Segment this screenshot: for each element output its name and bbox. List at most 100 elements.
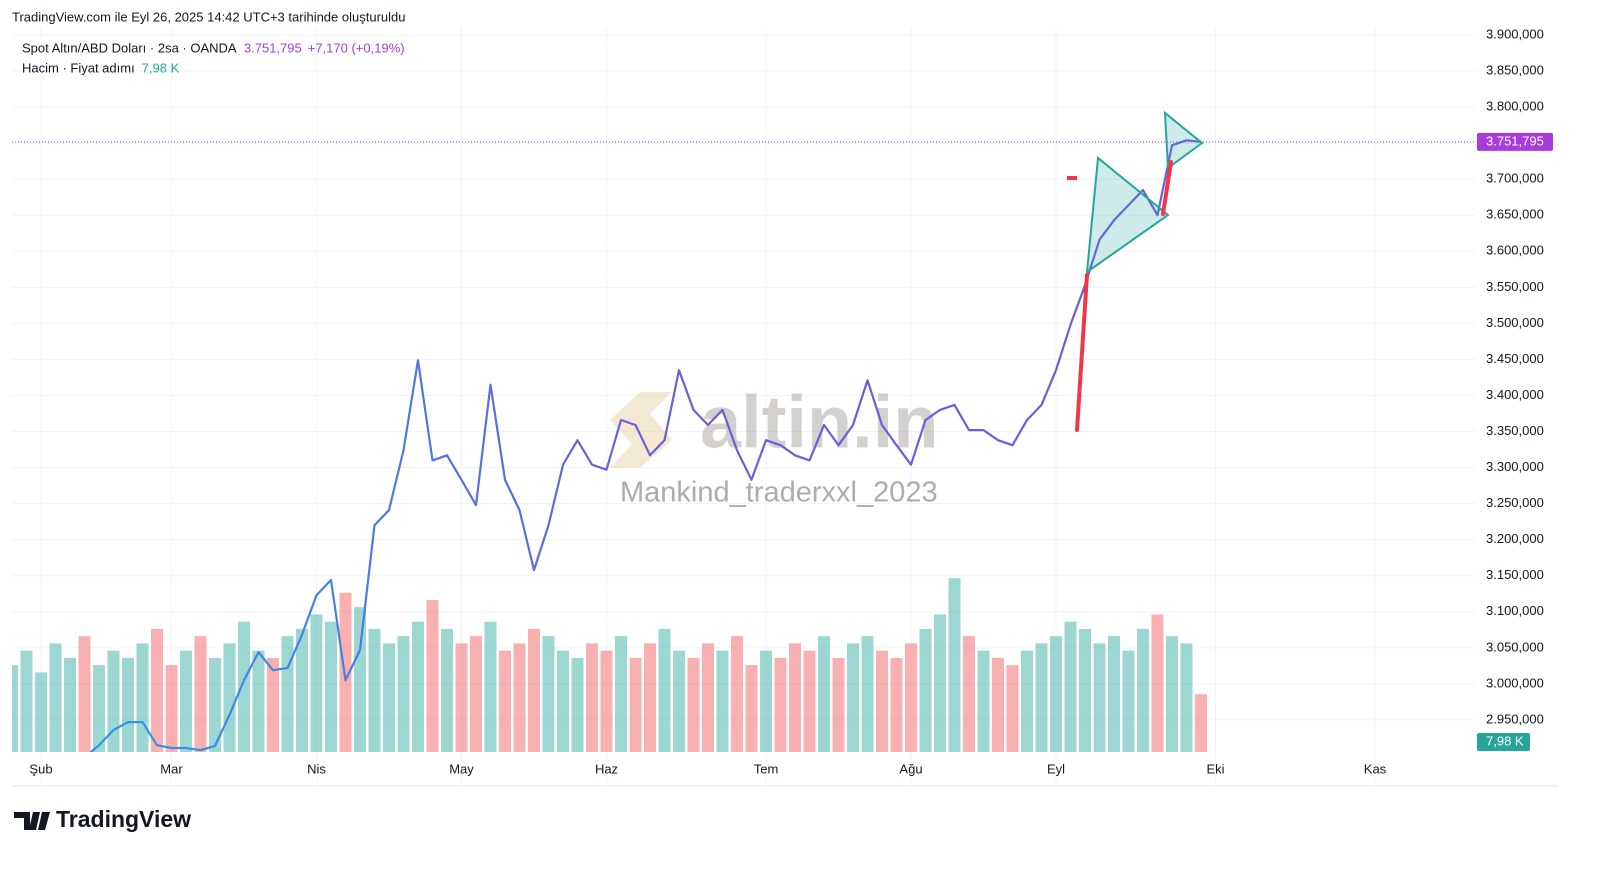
- volume-bar: [847, 643, 859, 752]
- volume-bar: [905, 643, 917, 752]
- volume-bar: [180, 650, 192, 752]
- volume-bar: [122, 657, 134, 752]
- volume-bar: [600, 650, 613, 752]
- volume-bar: [238, 621, 250, 752]
- volume-bar: [499, 650, 511, 752]
- volume-bar: [702, 643, 714, 752]
- y-tick-label: 3.100,000: [1486, 603, 1544, 618]
- volume-bar: [426, 599, 439, 752]
- volume-tag: [1477, 733, 1530, 751]
- volume-bar: [35, 672, 47, 752]
- trend-line: [1161, 160, 1173, 216]
- volume-bar: [223, 643, 236, 752]
- legend-change: +7,170 (+0,19%): [308, 40, 405, 55]
- volume-bar: [397, 636, 410, 752]
- y-tick-label: 3.250,000: [1486, 495, 1544, 510]
- brand-logo: [14, 812, 50, 830]
- volume-bar: [934, 614, 946, 752]
- y-tick-label: 3.850,000: [1486, 62, 1544, 77]
- volume-bar: [194, 636, 207, 752]
- axes: 2.950,000 3.000,000 3.050,000 3.100,000 3.15…: [29, 26, 1553, 776]
- y-tick-label: 3.000,000: [1486, 675, 1544, 690]
- volume-bar: [310, 614, 323, 752]
- volume-bar: [20, 650, 33, 752]
- y-tick-label: 3.700,000: [1486, 171, 1544, 186]
- volume-bar: [1137, 628, 1149, 752]
- volume-bar: [1108, 636, 1120, 752]
- volume-bar: [93, 665, 105, 752]
- volume-bar: [383, 643, 395, 752]
- volume-bar: [64, 657, 76, 752]
- volume-bar: [1180, 643, 1193, 752]
- x-tick-label: Eyl: [1047, 761, 1065, 776]
- volume-bar: [948, 578, 961, 752]
- volume-bar: [745, 665, 758, 752]
- volume-bar: [354, 607, 366, 752]
- x-tick-label: Şub: [29, 761, 52, 776]
- volume-bar: [78, 636, 91, 752]
- volume-bar: [107, 650, 120, 752]
- price: [12, 139, 1475, 752]
- volume-bar: [890, 657, 903, 752]
- volume-bar: [1021, 650, 1033, 752]
- volume-bar: [368, 628, 381, 752]
- volume-bar: [455, 643, 468, 752]
- volume-bar: [136, 643, 149, 752]
- volume-bar: [1006, 665, 1019, 752]
- price-line: [89, 139, 1202, 752]
- volume-bar: [296, 628, 308, 752]
- volume-bar: [12, 665, 18, 752]
- x-tick-label: Haz: [595, 761, 618, 776]
- volume-bar: [963, 636, 975, 752]
- volume-bar: [267, 657, 279, 752]
- grid: [12, 28, 1475, 785]
- volume-bar: [629, 657, 642, 752]
- volume-bar: [1093, 643, 1106, 752]
- volume-bar: [325, 621, 337, 752]
- legend-price: 3.751,795: [244, 40, 302, 55]
- volume-bar: [673, 650, 685, 752]
- y-tick-label: 3.600,000: [1486, 243, 1544, 258]
- y-tick-label: 3.300,000: [1486, 459, 1544, 474]
- price-tag-label: 3.751,795: [1486, 133, 1544, 148]
- y-tick-label: 3.400,000: [1486, 387, 1544, 402]
- brand: TradingView: [14, 806, 191, 832]
- volume-bar: [441, 628, 453, 752]
- x-tick-label: Ağu: [899, 761, 922, 776]
- volume-bar: [571, 657, 584, 752]
- watermark-text: altin.in: [700, 381, 938, 464]
- x-tick-label: May: [449, 761, 474, 776]
- volume-bar: [992, 657, 1004, 752]
- trend-line: [1075, 273, 1089, 432]
- volume-bar: [528, 628, 540, 752]
- volume-bar: [1151, 614, 1164, 752]
- x-tick-label: Eki: [1206, 761, 1224, 776]
- volume-bar: [542, 636, 555, 752]
- volume-bar: [1050, 636, 1062, 752]
- legend-volume-value: 7,98 K: [142, 60, 180, 75]
- volume-bar: [151, 628, 163, 752]
- volume-bar: [49, 643, 62, 752]
- volume-bar: [513, 643, 526, 752]
- volume-bar: [165, 665, 178, 752]
- x-tick-label: Kas: [1364, 761, 1387, 776]
- volume-bar: [818, 636, 830, 752]
- volume-bar: [586, 643, 598, 752]
- volume-bar: [774, 657, 787, 752]
- volume-bar: [1064, 621, 1077, 752]
- y-tick-label: 3.450,000: [1486, 351, 1544, 366]
- y-tick-label: 3.200,000: [1486, 531, 1544, 546]
- volume-bar: [789, 643, 801, 752]
- price-tag: [1477, 132, 1553, 151]
- triangle: [1085, 156, 1170, 275]
- y-tick-label: 3.050,000: [1486, 639, 1544, 654]
- drawings: [1067, 110, 1204, 432]
- x-tick-label: Tem: [754, 761, 779, 776]
- volume-bar: [281, 636, 294, 752]
- volume-bar: [339, 592, 352, 752]
- y-tick-label: 3.650,000: [1486, 207, 1544, 222]
- volume-bar: [1195, 694, 1207, 752]
- volume-bar: [803, 650, 816, 752]
- watermark-author: Mankind_traderxxl_2023: [620, 477, 938, 509]
- volume: [12, 578, 1207, 752]
